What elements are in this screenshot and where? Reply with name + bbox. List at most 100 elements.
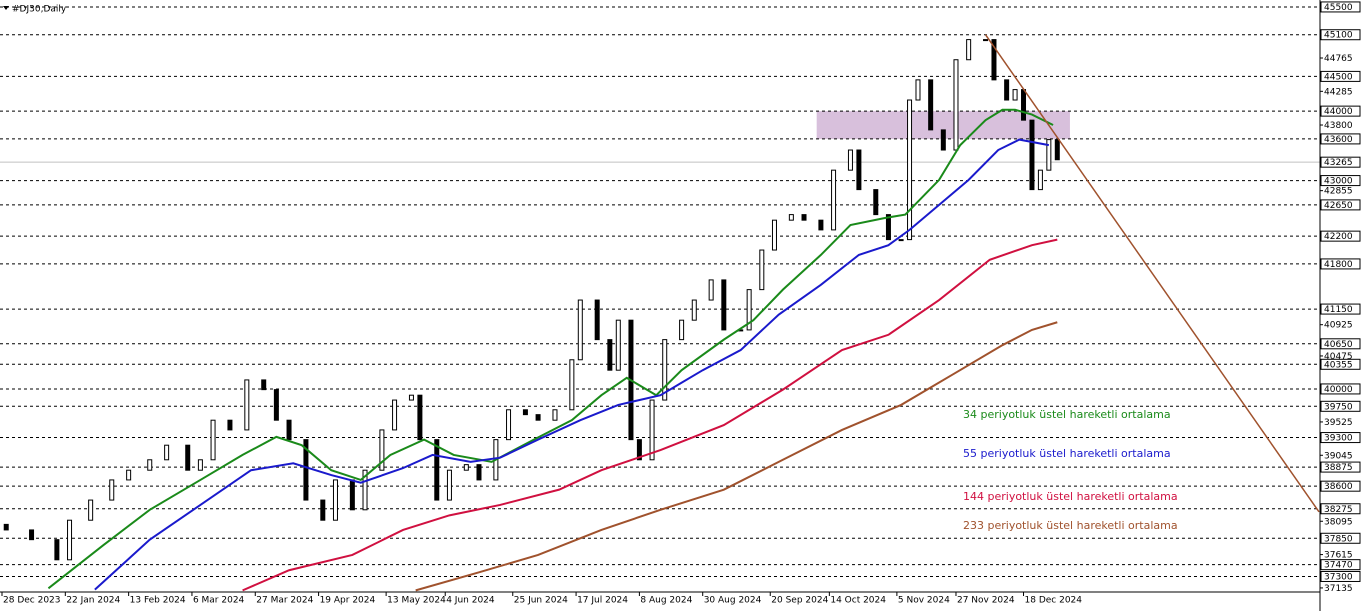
- candle-body: [788, 214, 794, 221]
- candle-body: [1037, 169, 1043, 191]
- candle-body: [88, 499, 94, 521]
- level-label: 40000: [1324, 385, 1353, 395]
- candle-body: [1021, 89, 1027, 121]
- x-tick-label: 30 Aug 2024: [704, 596, 762, 606]
- candle-body: [273, 389, 279, 421]
- candle-body: [1004, 79, 1010, 101]
- level-label: 37850: [1324, 534, 1353, 544]
- level-label-box: [1320, 432, 1361, 444]
- y-tick-label: 44765: [1324, 54, 1353, 64]
- y-tick-label: 38095: [1324, 517, 1353, 527]
- candle-body: [185, 444, 191, 471]
- candle-body: [463, 464, 469, 471]
- candle-body: [940, 129, 946, 151]
- candle-body: [286, 419, 292, 441]
- ma-line: [242, 238, 1058, 592]
- level-label-box: [1320, 230, 1361, 242]
- candle-body: [522, 409, 528, 416]
- candle-body: [771, 219, 777, 251]
- level-label: 42650: [1324, 201, 1353, 211]
- candle-body: [801, 214, 807, 221]
- y-tick-label: 40925: [1324, 321, 1353, 331]
- level-label-box: [1320, 1, 1361, 13]
- level-label: 37470: [1324, 561, 1353, 571]
- level-label: 41800: [1324, 260, 1353, 270]
- candle-body: [966, 39, 972, 61]
- x-tick-label: 13 May 2024: [387, 596, 446, 606]
- chart-title: #DJ30,Daily: [12, 5, 67, 15]
- candle-body: [691, 299, 697, 321]
- level-label-box: [1320, 29, 1361, 41]
- level-label: 43000: [1324, 177, 1353, 187]
- candle-body: [434, 439, 440, 501]
- candle-body: [953, 59, 959, 151]
- candle-body: [873, 189, 879, 216]
- candle-body: [408, 394, 414, 401]
- level-label-box: [1320, 175, 1361, 187]
- candle-body: [831, 169, 837, 231]
- level-label-box: [1320, 383, 1361, 395]
- level-label-box: [1320, 480, 1361, 492]
- level-label: 38600: [1324, 482, 1353, 492]
- candle-body: [1012, 89, 1018, 101]
- candle-body: [818, 219, 824, 231]
- candle-body: [847, 149, 853, 171]
- candle-body: [915, 79, 921, 101]
- candle-body: [1029, 119, 1035, 191]
- level-label-box: [1320, 303, 1361, 315]
- y-tick-label: 43800: [1324, 121, 1353, 131]
- candle-body: [3, 523, 9, 531]
- x-tick-label: 6 Mar 2024: [193, 596, 245, 606]
- x-tick-label: 22 Jan 2024: [66, 596, 120, 606]
- candle-body: [379, 429, 385, 471]
- x-tick-label: 17 Jul 2024: [577, 596, 628, 606]
- x-tick-label: 27 Nov 2024: [957, 596, 1015, 606]
- x-tick-label: 4 Jun 2024: [446, 596, 495, 606]
- candle-body: [928, 79, 934, 131]
- candle-body: [417, 394, 423, 441]
- ma-annotation: 34 periyotluk üstel hareketli ortalama: [963, 408, 1171, 421]
- candle-body: [649, 399, 655, 461]
- level-label-box: [1320, 358, 1361, 370]
- candle-body: [392, 399, 398, 431]
- y-tick-label: 37615: [1324, 551, 1353, 561]
- level-label: 38875: [1324, 463, 1353, 473]
- level-label: 37300: [1324, 572, 1353, 582]
- candle-body: [67, 519, 73, 561]
- candle-body: [577, 299, 583, 361]
- level-label-box: [1320, 133, 1361, 145]
- candle-body: [535, 414, 541, 421]
- candle-body: [29, 529, 35, 541]
- level-label-box: [1320, 559, 1361, 571]
- x-tick-label: 20 Sep 2024: [771, 596, 828, 606]
- candle-body: [244, 379, 250, 431]
- x-tick-label: 28 Dec 2023: [3, 596, 61, 606]
- ma-annotation: 233 periyotluk üstel hareketli ortalama: [963, 519, 1178, 532]
- x-tick-label: 13 Feb 2024: [130, 596, 186, 606]
- trendline: [984, 34, 1320, 513]
- current-price-box: [1320, 156, 1361, 168]
- candle-body: [991, 39, 997, 81]
- candle-body: [898, 239, 904, 242]
- current-price-label: 43265: [1324, 158, 1353, 168]
- candle-body: [746, 289, 752, 331]
- candle-body: [636, 439, 642, 461]
- candle-body: [446, 469, 452, 501]
- y-tick-label: 40475: [1324, 352, 1353, 362]
- x-tick-label: 27 Mar 2024: [256, 596, 313, 606]
- x-tick-label: 5 Nov 2024: [898, 596, 950, 606]
- ma-line: [47, 108, 1054, 590]
- y-tick-label: 39045: [1324, 451, 1353, 461]
- level-label-box: [1320, 258, 1361, 270]
- candle-body: [147, 459, 153, 471]
- level-label: 40355: [1324, 360, 1353, 370]
- candle-body: [349, 479, 355, 511]
- candle-body: [907, 99, 913, 241]
- level-label: 41150: [1324, 305, 1353, 315]
- candle-body: [126, 469, 132, 481]
- ma-annotation: 55 periyotluk üstel hareketli ortalama: [963, 447, 1171, 460]
- level-label: 39300: [1324, 434, 1353, 444]
- candle-body: [594, 299, 600, 341]
- level-label-box: [1320, 570, 1361, 582]
